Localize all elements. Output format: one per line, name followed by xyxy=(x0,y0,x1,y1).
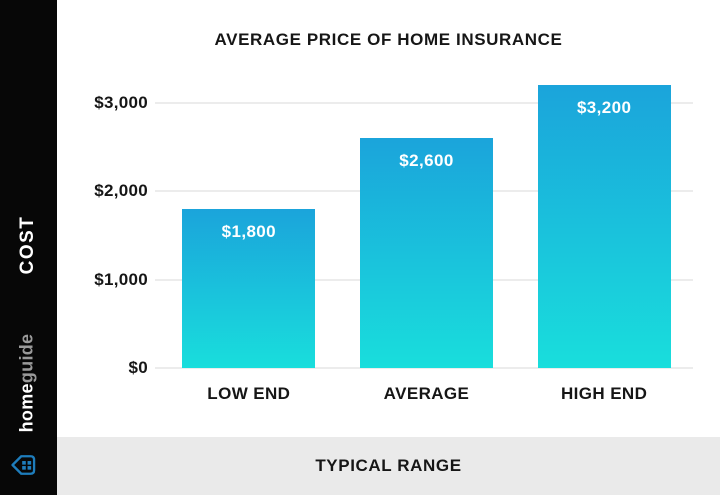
bar-value-label: $2,600 xyxy=(399,151,454,170)
y-tick-label: $0 xyxy=(128,358,148,377)
brand-logo-text: homeguide xyxy=(17,334,38,433)
bar-series: $1,800 $2,600 $3,200 xyxy=(160,0,693,368)
homeguide-house-icon xyxy=(11,455,36,475)
x-tick-label: LOW END xyxy=(207,384,291,403)
bar-value-label: $1,800 xyxy=(221,222,277,241)
footer-band: TYPICAL RANGE xyxy=(57,437,720,495)
y-tick-label: $1,000 xyxy=(94,270,148,289)
bar: $1,800 xyxy=(182,209,316,368)
bar: $2,600 xyxy=(359,138,493,368)
brand-guide-text: guide xyxy=(16,333,37,384)
x-tick-label: AVERAGE xyxy=(383,384,470,403)
y-tick-label: $3,000 xyxy=(94,93,148,112)
bar-value-label: $3,200 xyxy=(576,98,632,117)
bar: $3,200 xyxy=(537,85,671,368)
sidebar: COST homeguide xyxy=(0,0,57,495)
chart-title: AVERAGE PRICE OF HOME INSURANCE xyxy=(214,30,563,49)
gridline-baseline xyxy=(155,367,693,369)
x-tick-label: HIGH END xyxy=(560,384,648,403)
gridline-3000 xyxy=(155,102,693,104)
footer-label: TYPICAL RANGE xyxy=(315,456,462,475)
y-tick-label: $2,000 xyxy=(94,181,148,200)
brand-home-text: home xyxy=(16,383,37,433)
x-axis-labels: LOW END AVERAGE HIGH END xyxy=(160,384,693,404)
y-axis-title: COST xyxy=(17,215,38,275)
